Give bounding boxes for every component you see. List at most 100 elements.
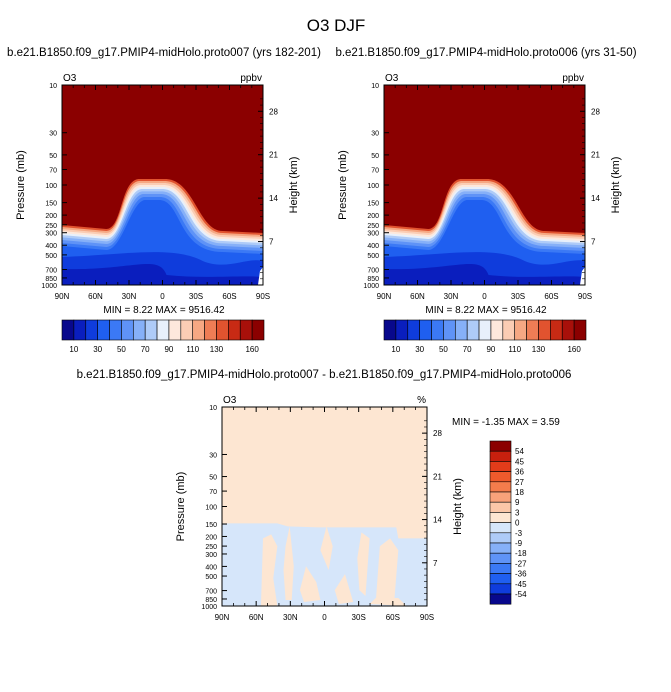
y-tick-label: 850: [45, 276, 57, 283]
colorbar-box: [407, 319, 420, 341]
panel-3-minmax: MIN = -1.35 MAX = 3.59: [452, 417, 560, 428]
y-axis-right-title: Height (km): [452, 478, 464, 535]
y-tick-label: 300: [367, 231, 379, 238]
colorbar-box: [466, 319, 480, 341]
height-tick-label: 7: [433, 559, 438, 568]
colorbar-box: [132, 319, 146, 341]
colorbar-tick-label: -27: [515, 559, 527, 568]
x-tick-label: 30S: [189, 292, 203, 301]
diff-positive-patch-4: [334, 574, 354, 605]
y-tick-label: 300: [45, 231, 57, 238]
colorbar-box: [490, 319, 504, 341]
colorbar-box: [526, 319, 539, 341]
y-tick-label: 250: [45, 223, 57, 230]
x-tick-label: 30N: [283, 613, 298, 622]
colorbar-tick-label: -18: [515, 549, 527, 558]
y-tick-label: 30: [371, 131, 379, 138]
y-tick-label: 100: [367, 183, 379, 190]
colorbar-box: [443, 319, 456, 341]
x-tick-label: 60N: [410, 292, 425, 301]
colorbar-box: [168, 319, 182, 341]
x-tick-label: 30S: [511, 292, 525, 301]
x-tick-label: 60S: [386, 613, 400, 622]
x-tick-label: 90N: [377, 292, 392, 301]
colorbar-tick-label: 18: [515, 488, 524, 497]
panel-2-plot: O3 ppbv 90N 60N 30N 0 30S 60S 90S 10 30 50 70 100 150 2…: [337, 73, 622, 301]
x-tick-label: 0: [160, 292, 165, 301]
y-tick-label: 200: [367, 213, 379, 220]
y-tick-label: 1000: [41, 283, 57, 290]
colorbar-tick-label: 70: [463, 345, 472, 354]
colorbar-tick-label: 10: [391, 345, 400, 354]
panel-3-title: b.e21.B1850.f09_g17.PMIP4-midHolo.proto0…: [77, 369, 572, 381]
colorbar-tick-label: 50: [117, 345, 126, 354]
colorbar-box: [121, 319, 134, 341]
colorbar-box: [489, 491, 512, 503]
y-tick-label: 700: [367, 268, 379, 275]
colorbar-box: [251, 319, 265, 341]
contour-field: [384, 85, 585, 285]
x-tick-label: 90N: [215, 613, 230, 622]
colorbar-box: [550, 319, 563, 341]
y-tick-label: 500: [367, 253, 379, 260]
y-tick-label: 500: [45, 253, 57, 260]
colorbar-box: [109, 319, 122, 341]
colorbar-box: [489, 481, 512, 493]
corner-label-right: %: [417, 395, 426, 406]
y-tick-label: 100: [45, 183, 57, 190]
colorbar-tick-label: 3: [515, 508, 520, 517]
height-tick-label: 28: [433, 429, 442, 438]
ozone-band-lower-2: [62, 263, 263, 285]
x-tick-label: 90S: [256, 292, 270, 301]
colorbar-tick-label: 160: [245, 345, 259, 354]
colorbar-box: [73, 319, 87, 341]
colorbar-box: [144, 319, 158, 341]
panel-1-minmax: MIN = 8.22 MAX = 9516.42: [103, 305, 225, 316]
colorbar-box: [97, 319, 110, 341]
y-tick-label: 250: [205, 544, 217, 551]
x-tick-label: 30N: [122, 292, 137, 301]
y-tick-label: 30: [49, 131, 57, 138]
colorbar-tick-label: 54: [515, 447, 524, 456]
y-tick-label: 1000: [363, 283, 379, 290]
diff-positive-patch-6: [375, 538, 399, 603]
colorbar-box: [228, 319, 241, 341]
diff-positive-patch-2: [299, 566, 321, 603]
y-tick-label: 700: [45, 268, 57, 275]
colorbar-tick-label: 160: [567, 345, 581, 354]
colorbar-tick-label: -9: [515, 539, 523, 548]
colorbar-box: [61, 319, 75, 341]
y-tick-label: 50: [371, 153, 379, 160]
y-tick-label: 10: [49, 83, 57, 90]
topography-mask: [257, 267, 263, 285]
y-tick-label: 70: [49, 168, 57, 175]
y-tick-label: 850: [205, 597, 217, 604]
y-tick-label: 850: [367, 276, 379, 283]
colorbar-tick-label: 30: [415, 345, 424, 354]
colorbar-box: [489, 593, 512, 605]
corner-label-left: O3: [63, 73, 77, 84]
height-tick-label: 7: [591, 238, 596, 247]
corner-label-left: O3: [223, 395, 237, 406]
colorbar-box: [489, 563, 512, 574]
topography-mask: [579, 267, 585, 285]
panel-1-title: b.e21.B1850.f09_g17.PMIP4-midHolo.proto0…: [7, 47, 321, 59]
colorbar-box: [383, 319, 397, 341]
colorbar-box: [489, 501, 512, 513]
colorbar-tick-label: 30: [93, 345, 102, 354]
colorbar-tick-label: -36: [515, 570, 527, 579]
height-tick-label: 21: [433, 472, 442, 481]
colorbar-box: [489, 461, 512, 472]
colorbar-box: [489, 583, 512, 595]
colorbar-tick-label: 10: [69, 345, 78, 354]
diff-positive-patch-3: [320, 526, 333, 571]
x-tick-label: 0: [482, 292, 487, 301]
y-tick-label: 150: [367, 201, 379, 208]
colorbar-box: [573, 319, 587, 341]
panel-2-minmax: MIN = 8.22 MAX = 9516.42: [425, 305, 547, 316]
colorbar-tick-label: 27: [515, 478, 524, 487]
y-tick-label: 50: [49, 153, 57, 160]
colorbar-box: [489, 440, 512, 452]
